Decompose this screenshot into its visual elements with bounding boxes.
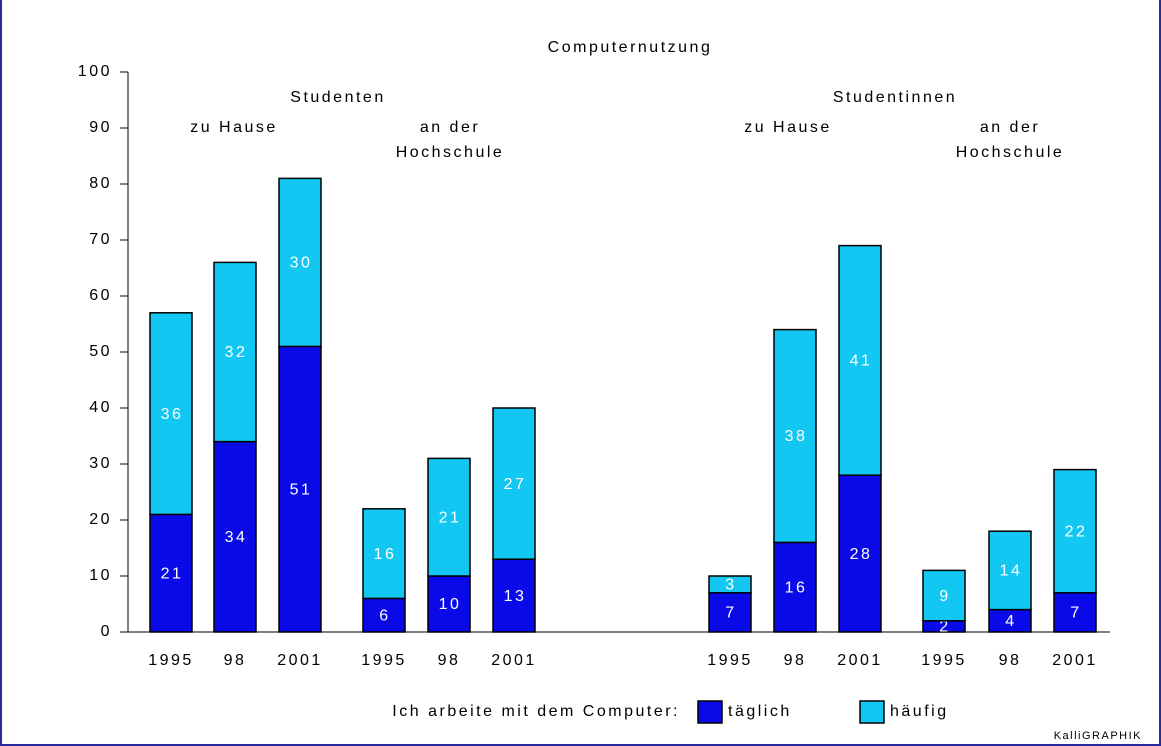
x-tick-label: 2001 (491, 652, 537, 669)
value-label: 36 (161, 406, 184, 423)
bar-segment (773, 328, 817, 544)
value-label: 13 (504, 588, 527, 605)
bar-segment (362, 597, 406, 633)
x-tick-label: 1995 (361, 652, 407, 669)
value-label: 7 (725, 605, 736, 622)
value-label: 41 (850, 353, 873, 370)
bar-segment (838, 244, 882, 476)
value-label: 6 (379, 607, 390, 624)
chart-title: Computernutzung (548, 39, 713, 56)
group-label: Hochschule (396, 144, 505, 161)
y-tick-label: 80 (89, 175, 112, 192)
x-tick-label: 98 (999, 652, 1022, 669)
x-tick-label: 2001 (277, 652, 323, 669)
value-label: 16 (785, 579, 808, 596)
group-label: zu Hause (744, 119, 832, 136)
value-label: 16 (374, 546, 397, 563)
value-label: 38 (785, 428, 808, 445)
value-label: 30 (290, 255, 313, 272)
x-tick-label: 98 (224, 652, 247, 669)
x-tick-label: 98 (438, 652, 461, 669)
bar-segment (427, 575, 471, 633)
bar-segment (988, 530, 1032, 611)
value-label: 32 (225, 344, 248, 361)
legend-label: täglich (728, 703, 792, 720)
y-tick-label: 60 (89, 287, 112, 304)
value-label: 2 (939, 619, 950, 636)
value-label: 34 (225, 529, 248, 546)
value-label: 21 (439, 509, 462, 526)
group-label: an der (420, 119, 480, 136)
group-label: Studenten (290, 89, 385, 106)
y-tick-label: 50 (89, 343, 112, 360)
legend-swatch (697, 700, 723, 724)
value-label: 10 (439, 596, 462, 613)
x-tick-label: 1995 (148, 652, 194, 669)
group-label: zu Hause (190, 119, 278, 136)
value-label: 7 (1070, 605, 1081, 622)
x-tick-label: 1995 (921, 652, 967, 669)
x-tick-label: 2001 (1052, 652, 1098, 669)
bar-segment (213, 261, 257, 443)
bar-segment (213, 440, 257, 633)
y-tick-label: 30 (89, 455, 112, 472)
bar-segment (278, 345, 322, 633)
group-label: Hochschule (956, 144, 1065, 161)
value-label: 22 (1065, 523, 1088, 540)
value-label: 3 (725, 577, 736, 594)
value-label: 28 (850, 546, 873, 563)
x-tick-label: 1995 (707, 652, 753, 669)
y-tick-label: 90 (89, 119, 112, 136)
value-label: 9 (939, 588, 950, 605)
value-label: 14 (1000, 563, 1023, 580)
legend-swatch (859, 700, 885, 724)
y-tick-label: 40 (89, 399, 112, 416)
legend-title: Ich arbeite mit dem Computer: (392, 703, 680, 720)
bar-segment (362, 508, 406, 600)
bar-segment (149, 312, 193, 516)
bar-segment (149, 513, 193, 633)
y-tick-label: 20 (89, 511, 112, 528)
bar-segment (427, 457, 471, 577)
bar-segment (1053, 468, 1097, 594)
legend-label: häufig (890, 703, 949, 720)
bar-segment (922, 569, 966, 622)
bar-segment (773, 541, 817, 633)
value-label: 51 (290, 481, 313, 498)
bar-segment (838, 474, 882, 633)
value-label: 21 (161, 565, 184, 582)
bar-segment (708, 592, 752, 633)
bar-segment (278, 177, 322, 348)
y-tick-label: 70 (89, 231, 112, 248)
x-tick-label: 98 (784, 652, 807, 669)
y-tick-label: 0 (101, 623, 112, 640)
y-tick-label: 10 (89, 567, 112, 584)
group-label: an der (980, 119, 1040, 136)
y-tick-label: 100 (78, 63, 112, 80)
x-tick-label: 2001 (837, 652, 883, 669)
group-label: Studentinnen (833, 89, 957, 106)
bar-segment (708, 575, 752, 594)
credit: KalliGRAPHIK (1054, 730, 1142, 742)
bar-segment (492, 407, 536, 560)
value-label: 27 (504, 476, 527, 493)
value-label: 4 (1005, 613, 1016, 630)
